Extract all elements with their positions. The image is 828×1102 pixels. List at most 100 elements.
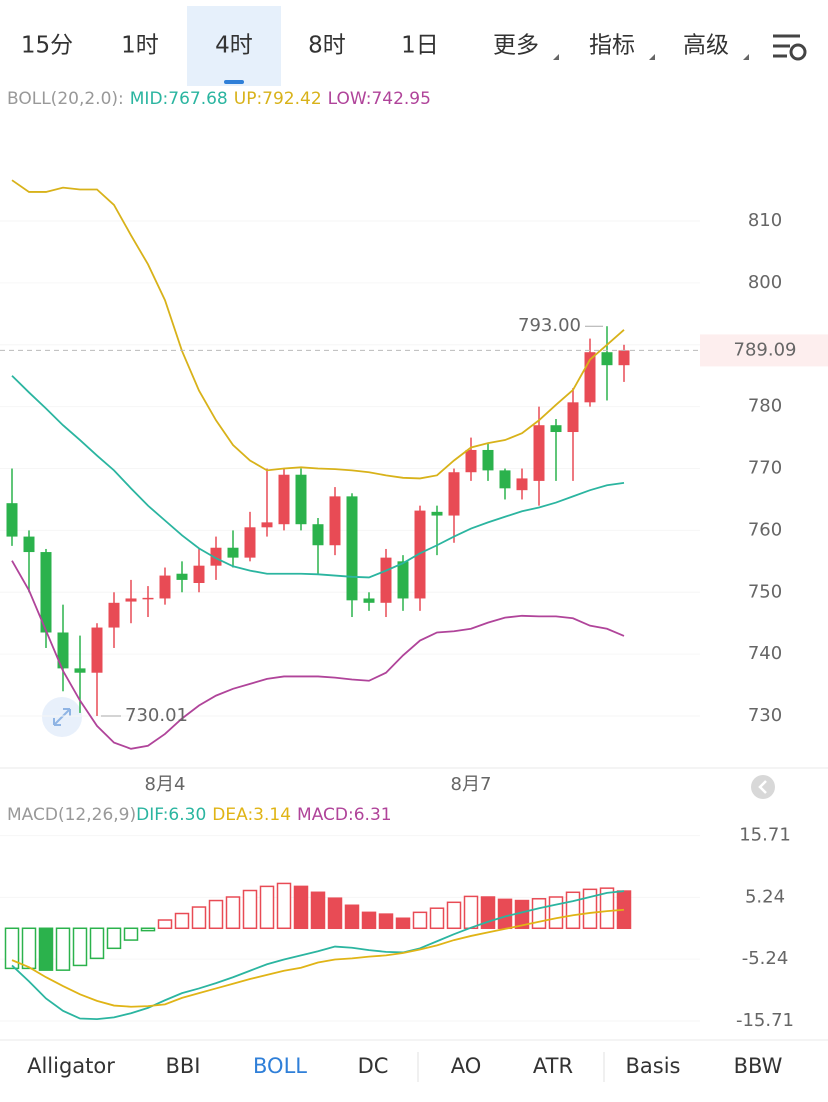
y-tick-label: 740	[748, 643, 782, 664]
high-label: 793.00	[518, 315, 581, 336]
last-price-label: 789.09	[734, 339, 797, 360]
legend-value: 792.42	[262, 89, 321, 109]
y-tick-label: 770	[748, 458, 782, 479]
band-line	[11, 179, 625, 480]
candle-body	[346, 496, 358, 601]
candle-body	[91, 627, 103, 673]
macd-bar	[310, 891, 326, 930]
macd-bar	[344, 904, 360, 930]
active-tab-bg	[187, 6, 281, 86]
tab[interactable]: 1日	[401, 33, 439, 59]
macd-bar	[565, 891, 581, 930]
macd-plot	[4, 882, 632, 1021]
legend-value: 6.31	[354, 805, 392, 825]
candle-body	[278, 474, 290, 525]
macd-bar	[259, 885, 275, 930]
macd-bar	[497, 898, 513, 930]
y-tick-label: -15.71	[736, 1010, 794, 1031]
candle-body	[125, 598, 137, 602]
indicator-tab[interactable]: Basis	[626, 1054, 681, 1078]
legend-key: UP:	[234, 89, 262, 109]
macd-bar	[378, 913, 394, 930]
macd-bar	[395, 917, 411, 930]
candle-body	[516, 478, 528, 491]
menu-caret	[743, 54, 749, 60]
macd-bar	[208, 899, 224, 930]
candle-body	[601, 352, 613, 366]
macd-bar	[582, 888, 598, 930]
macd-bar	[140, 927, 156, 932]
settings-icon[interactable]	[773, 34, 807, 61]
menu-caret	[553, 54, 559, 60]
macd-bar	[55, 927, 71, 971]
indicator-tab[interactable]: ATR	[533, 1054, 573, 1078]
indicator-legend: BOLL(20,2.0): MID:767.68 UP:792.42 LOW:742.…	[7, 89, 431, 109]
candle-body	[244, 527, 256, 558]
band-line	[11, 375, 625, 579]
macd-line	[11, 890, 625, 1021]
macd-bar	[327, 897, 343, 930]
menu[interactable]: 高级	[683, 33, 729, 59]
legend-key: MACD:	[297, 805, 354, 825]
candle-body	[57, 632, 69, 669]
indicator-tab[interactable]: BOLL	[253, 1054, 307, 1078]
y-tick-label: -5.24	[742, 948, 789, 969]
legend-key: DIF:	[136, 805, 168, 825]
indicator-tab[interactable]: Alligator	[27, 1054, 115, 1078]
macd-bar	[463, 895, 479, 930]
candle-body	[414, 510, 426, 599]
y-tick-label: 760	[748, 519, 782, 540]
candle-body	[176, 573, 188, 580]
candle-body	[380, 557, 392, 603]
candle-body	[584, 352, 596, 403]
candle-body	[465, 449, 477, 473]
candle-body	[397, 561, 409, 599]
macd-bar	[123, 927, 139, 941]
candle-body	[6, 503, 18, 537]
candle-body	[550, 425, 562, 433]
candle-body	[40, 552, 52, 633]
macd-bar	[361, 911, 377, 930]
expand-icon[interactable]	[42, 697, 82, 737]
macd-line	[11, 908, 625, 1008]
macd-bar	[293, 885, 309, 930]
macd-bar	[548, 896, 564, 930]
indicator-tab[interactable]: AO	[451, 1054, 482, 1078]
candle-body	[193, 565, 205, 583]
y-tick-label: 15.71	[739, 825, 791, 846]
legend-title: BOLL(20,2.0):	[7, 89, 124, 109]
menu[interactable]: 指标	[589, 33, 635, 59]
macd-bar	[242, 889, 258, 930]
candle-body	[567, 402, 579, 433]
menu-caret	[649, 54, 655, 60]
tab[interactable]: 1时	[121, 33, 159, 59]
candle-body	[142, 597, 154, 600]
candle-body	[108, 602, 120, 628]
x-tick-label: 8月4	[145, 774, 186, 795]
legend-value: 3.14	[253, 805, 291, 825]
candle-body	[448, 472, 460, 516]
candle-body	[499, 470, 511, 489]
indicator-tab[interactable]: BBI	[165, 1054, 200, 1078]
candle-body	[23, 536, 35, 553]
candle-body	[295, 474, 307, 525]
candle-body	[329, 496, 341, 546]
y-tick-label: 5.24	[745, 886, 785, 907]
tab[interactable]: 15分	[21, 33, 73, 59]
tab[interactable]: 8时	[308, 33, 346, 59]
menu[interactable]: 更多	[493, 33, 539, 59]
macd-bar	[72, 927, 88, 967]
macd-bar	[38, 927, 54, 971]
macd-bar	[276, 882, 292, 930]
macd-bar	[531, 898, 547, 930]
macd-bar	[4, 927, 20, 970]
indicator-legend: MACD(12,26,9)DIF:6.30 DEA:3.14 MACD:6.31	[7, 805, 392, 825]
tab[interactable]: 4时	[215, 33, 253, 59]
indicator-tab[interactable]: BBW	[734, 1054, 783, 1078]
candle-body	[210, 547, 222, 566]
indicator-tab[interactable]: DC	[358, 1054, 389, 1078]
legend-value: 742.95	[371, 89, 430, 109]
reset-icon[interactable]	[751, 775, 775, 799]
macd-bar	[446, 901, 462, 930]
